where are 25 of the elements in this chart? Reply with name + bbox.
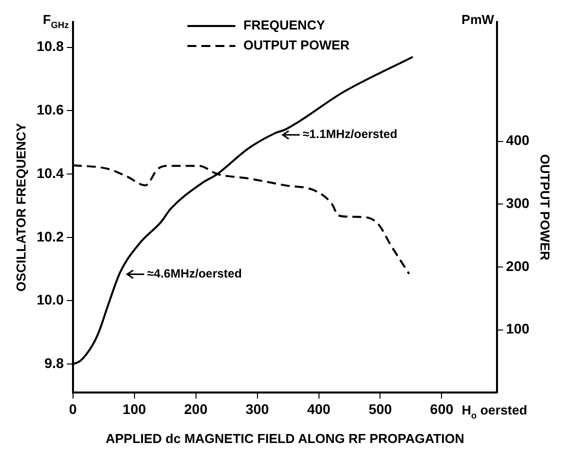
legend-label: OUTPUT POWER — [243, 38, 350, 53]
annotation: PmW — [462, 12, 495, 27]
annotation: ≈4.6MHz/oersted — [147, 266, 242, 281]
x-tick-label: 0 — [68, 400, 77, 417]
x-tick-label: 300 — [246, 400, 270, 417]
x-tick-label: 500 — [368, 400, 392, 417]
y-tick-label: 10.0 — [36, 292, 64, 308]
legend-label: FREQUENCY — [243, 18, 326, 33]
x-tick-label: 100 — [122, 400, 146, 417]
y2-tick-label: 100 — [506, 320, 530, 337]
y2-tick-label: 400 — [506, 132, 530, 148]
y-axis-title: OSCILLATOR FREQUENCY — [13, 122, 28, 292]
y2-axis-title: OUTPUT POWER — [538, 154, 553, 261]
y-tick-label: 9.8 — [44, 354, 64, 371]
x-tick-label: 200 — [184, 400, 208, 417]
y-tick-label: 10.6 — [36, 102, 64, 118]
x-tick-label: 600 — [430, 400, 454, 417]
y2-tick-label: 300 — [506, 195, 530, 212]
y2-tick-label: 200 — [506, 258, 530, 274]
x-axis-title: APPLIED dc MAGNETIC FIELD ALONG RF PROPAGATION — [106, 430, 464, 446]
y-tick-label: 10.2 — [36, 228, 64, 244]
x-tick-label: 400 — [307, 400, 331, 417]
annotation: ≈1.1MHz/oersted — [302, 127, 398, 142]
y-tick-label: 10.8 — [36, 38, 64, 54]
y-tick-label: 10.4 — [36, 164, 64, 181]
